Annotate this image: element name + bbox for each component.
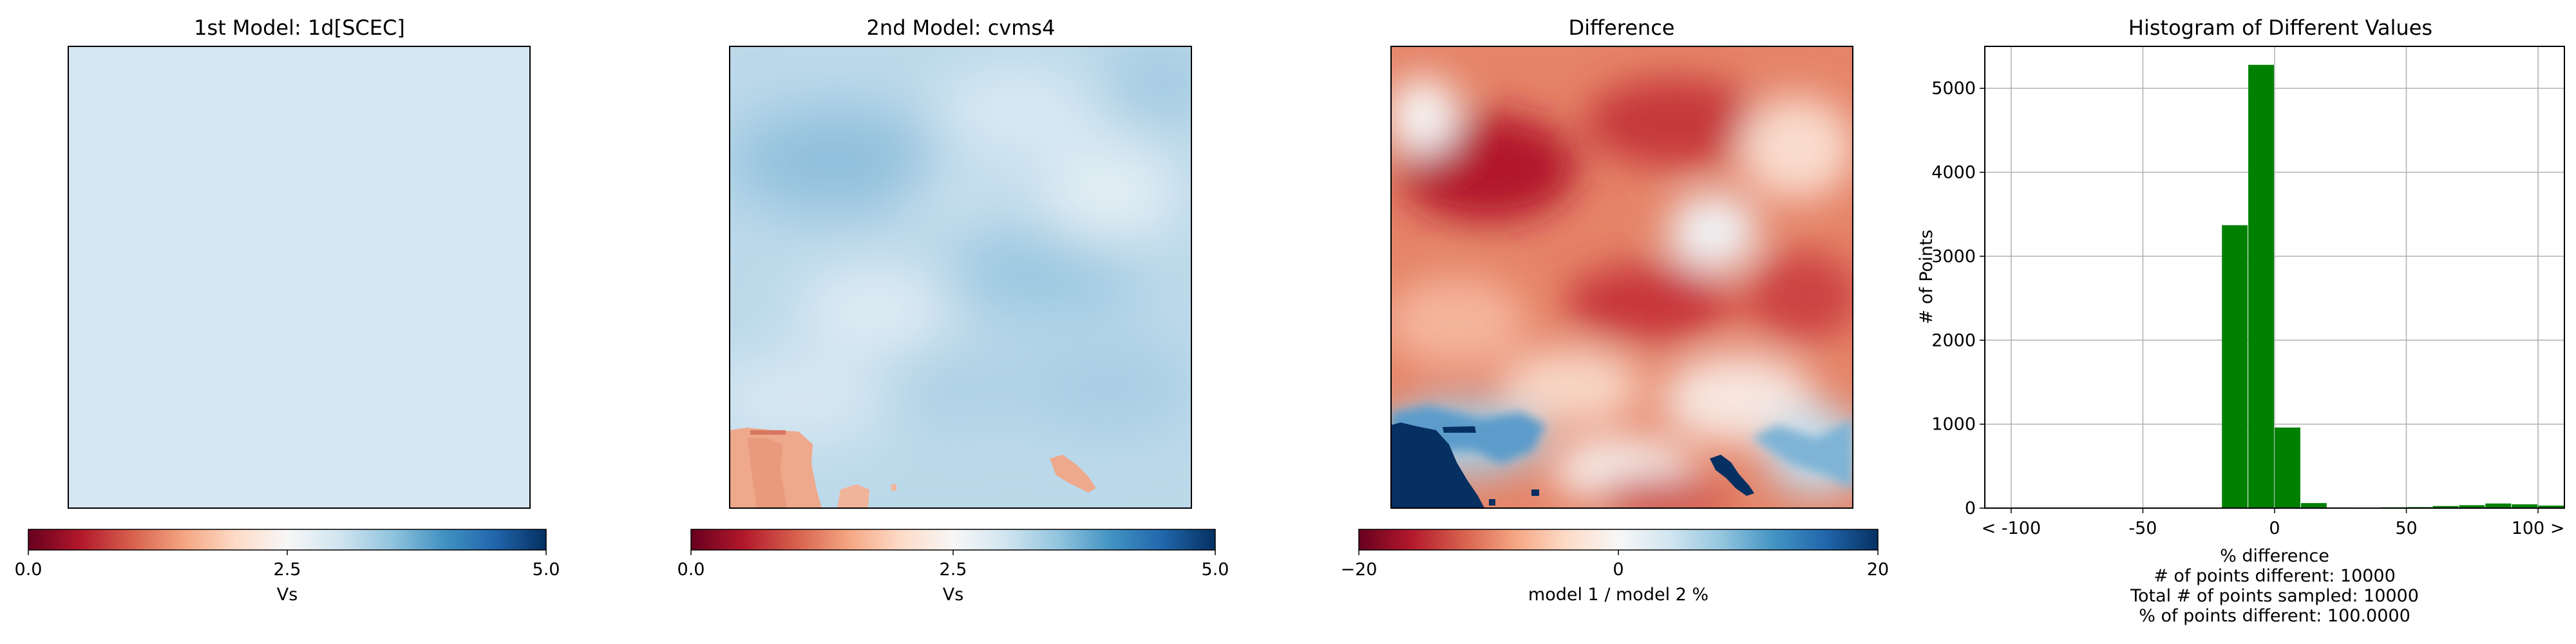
- histogram-ytick-label-5: 5000: [1931, 79, 1976, 99]
- colorbar-2-label: Vs: [943, 585, 964, 605]
- colorbar-1-gradient: [28, 529, 547, 551]
- colorbar-2-tick-label-2: 5.0: [1202, 560, 1229, 580]
- colorbar-2-tick-label-0: 0.0: [677, 560, 705, 580]
- panel-3-frame: [1390, 46, 1853, 509]
- histogram-bar-16: [2432, 506, 2459, 508]
- colorbar-3-label: model 1 / model 2 %: [1528, 585, 1709, 605]
- colorbar-2-tick-label-1: 2.5: [940, 560, 967, 580]
- panel-model-2: 2nd Model: cvms4: [677, 15, 1229, 605]
- histogram-stat-percent-different: % of points different: 100.0000: [2139, 606, 2410, 626]
- histogram-ylabel: # of Points: [1917, 230, 1937, 325]
- colorbar-1-tick-label-2: 5.0: [533, 560, 560, 580]
- histogram-stat-total-sampled: Total # of points sampled: 10000: [2130, 586, 2419, 606]
- histogram-y-ticks: 0 1000 2000 3000 4000 5000: [1931, 79, 1985, 518]
- histogram-bar-9: [2248, 64, 2274, 509]
- histogram-bar-11: [2300, 503, 2327, 508]
- model-2-heatmap: [730, 46, 1191, 508]
- histogram-ytick-label-0: 0: [1965, 498, 1976, 518]
- histogram-xlabel: % difference: [2220, 546, 2329, 566]
- colorbar-3-gradient: [1358, 529, 1879, 551]
- histogram-ytick-label-3: 3000: [1931, 247, 1976, 267]
- panel-2-frame: [729, 46, 1192, 509]
- histogram-xtick-label-0: < -100: [1982, 518, 2041, 538]
- panel-model-1: 1st Model: 1d[SCEC] 0.0 2.5 5.0 Vs: [15, 15, 560, 605]
- histogram-bar-18: [2485, 503, 2512, 508]
- colorbar-2-gradient: [690, 529, 1216, 551]
- histogram-bar-20: [2538, 506, 2564, 508]
- histogram-bar-8: [2222, 225, 2248, 508]
- histogram-ytick-label-2: 2000: [1931, 330, 1976, 350]
- difference-heatmap: [1391, 46, 1853, 508]
- colorbar-3-tick-label-0: −20: [1341, 560, 1378, 580]
- panel-2-title: 2nd Model: cvms4: [867, 15, 1056, 40]
- model-1-heatmap: [68, 46, 531, 509]
- histogram-bar-10: [2275, 427, 2300, 508]
- colorbar-1-tick-label-1: 2.5: [274, 560, 301, 580]
- colorbar-3-tick-label-1: 0: [1613, 560, 1624, 580]
- colorbar-1-tick-label-0: 0.0: [15, 560, 43, 580]
- colorbar-3-tick-label-2: 20: [1867, 560, 1889, 580]
- histogram-bars: [2222, 64, 2564, 509]
- histogram-bar-19: [2512, 504, 2538, 508]
- colorbar-1: 0.0 2.5 5.0 Vs: [15, 529, 560, 605]
- histogram-xtick-label-2: 0: [2269, 518, 2280, 538]
- histogram-x-ticks: < -100 -50 0 50 100 >: [1982, 508, 2565, 538]
- histogram-title: Histogram of Different Values: [2128, 15, 2432, 40]
- histogram-ytick-label-1: 1000: [1931, 415, 1976, 435]
- histogram-ytick-label-4: 4000: [1931, 163, 1976, 183]
- colorbar-1-label: Vs: [277, 585, 298, 605]
- histogram-stat-points-different: # of points different: 10000: [2154, 566, 2396, 586]
- panel-1-title: 1st Model: 1d[SCEC]: [194, 15, 405, 40]
- histogram-xtick-label-3: 50: [2395, 518, 2417, 538]
- histogram-xtick-label-4: 100 >: [2512, 518, 2565, 538]
- colorbar-3: −20 0 20 model 1 / model 2 %: [1341, 529, 1889, 605]
- panel-difference: Difference: [1341, 15, 1889, 605]
- histogram-xtick-label-1: -50: [2128, 518, 2157, 538]
- panel-histogram: Histogram of Different Values < -100 -50 0…: [1917, 15, 2565, 626]
- panel-3-title: Difference: [1569, 15, 1675, 40]
- histogram-bar-17: [2459, 505, 2485, 508]
- colorbar-2: 0.0 2.5 5.0 Vs: [677, 529, 1229, 605]
